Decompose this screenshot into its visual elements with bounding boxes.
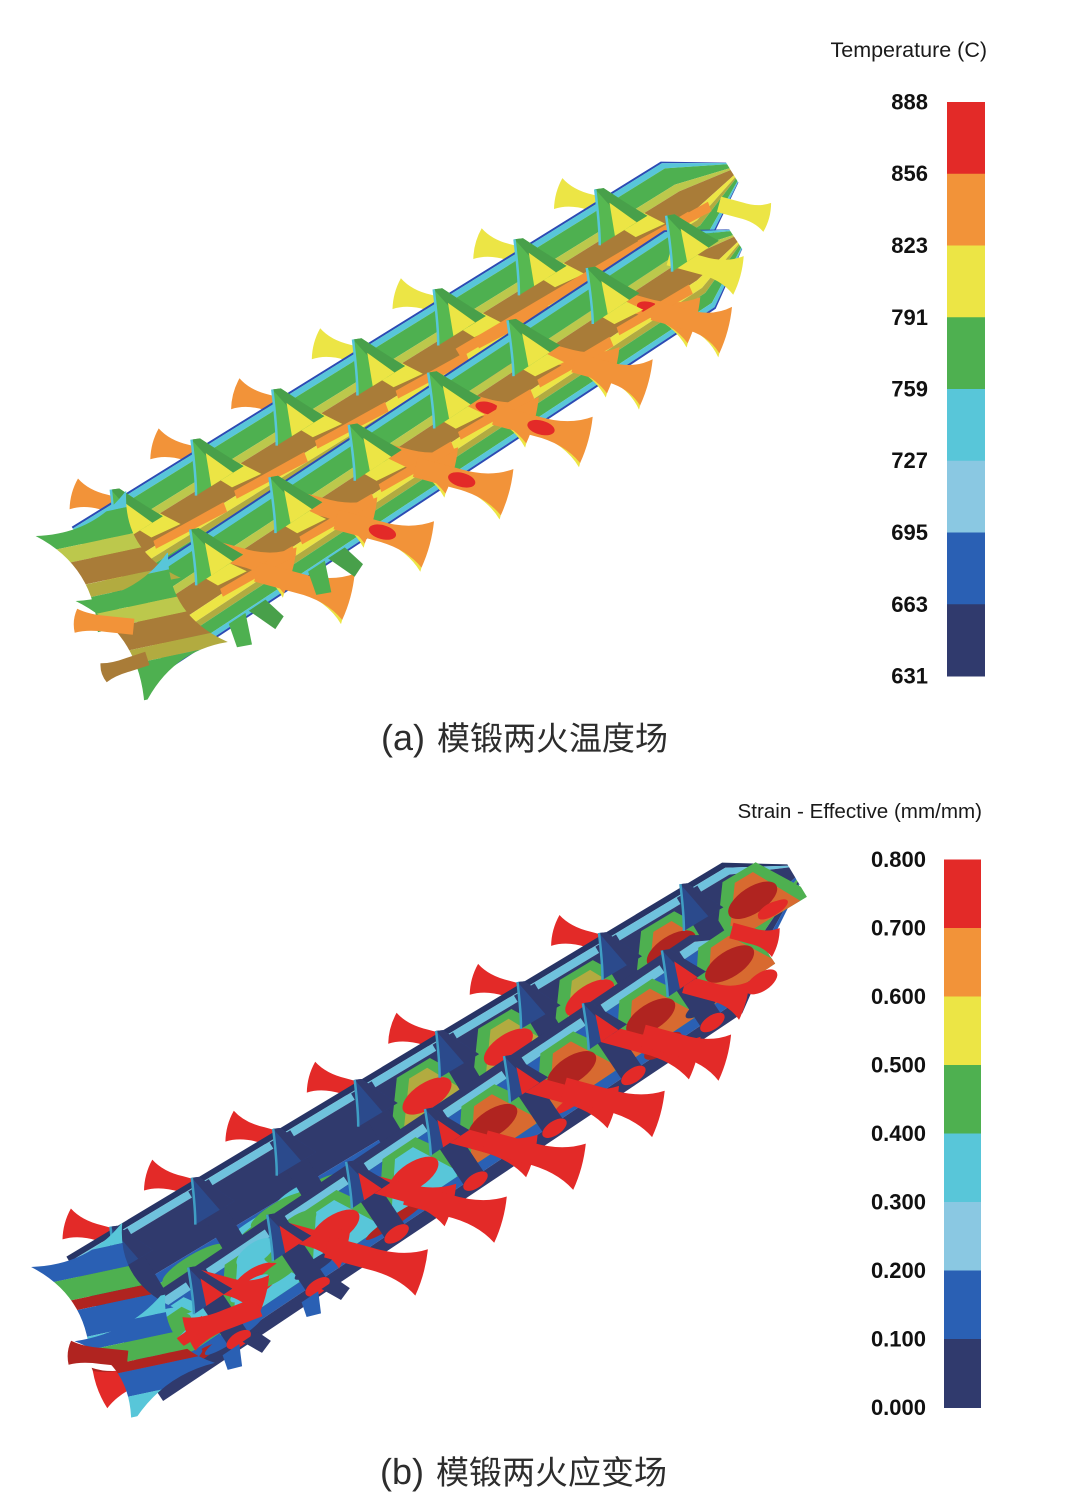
svg-text:0.300: 0.300: [871, 1190, 926, 1215]
svg-text:0.100: 0.100: [871, 1327, 926, 1352]
svg-text:0.600: 0.600: [871, 984, 926, 1009]
svg-text:791: 791: [891, 305, 928, 330]
svg-text:0.700: 0.700: [871, 916, 926, 941]
svg-text:Strain - Effective (mm/mm): Strain - Effective (mm/mm): [738, 800, 982, 823]
svg-text:759: 759: [891, 377, 928, 402]
svg-text:0.200: 0.200: [871, 1258, 926, 1283]
svg-text:695: 695: [891, 520, 928, 545]
svg-text:663: 663: [891, 592, 928, 617]
svg-text:0.500: 0.500: [871, 1053, 926, 1078]
svg-text:888: 888: [891, 90, 928, 115]
svg-text:0.000: 0.000: [871, 1395, 926, 1420]
svg-text:Temperature (C): Temperature (C): [830, 38, 987, 62]
svg-text:856: 856: [891, 161, 928, 186]
svg-text:631: 631: [891, 664, 928, 689]
svg-text:823: 823: [891, 233, 928, 258]
svg-text:0.800: 0.800: [871, 847, 926, 872]
svg-text:727: 727: [891, 448, 928, 473]
svg-text:0.400: 0.400: [871, 1121, 926, 1146]
